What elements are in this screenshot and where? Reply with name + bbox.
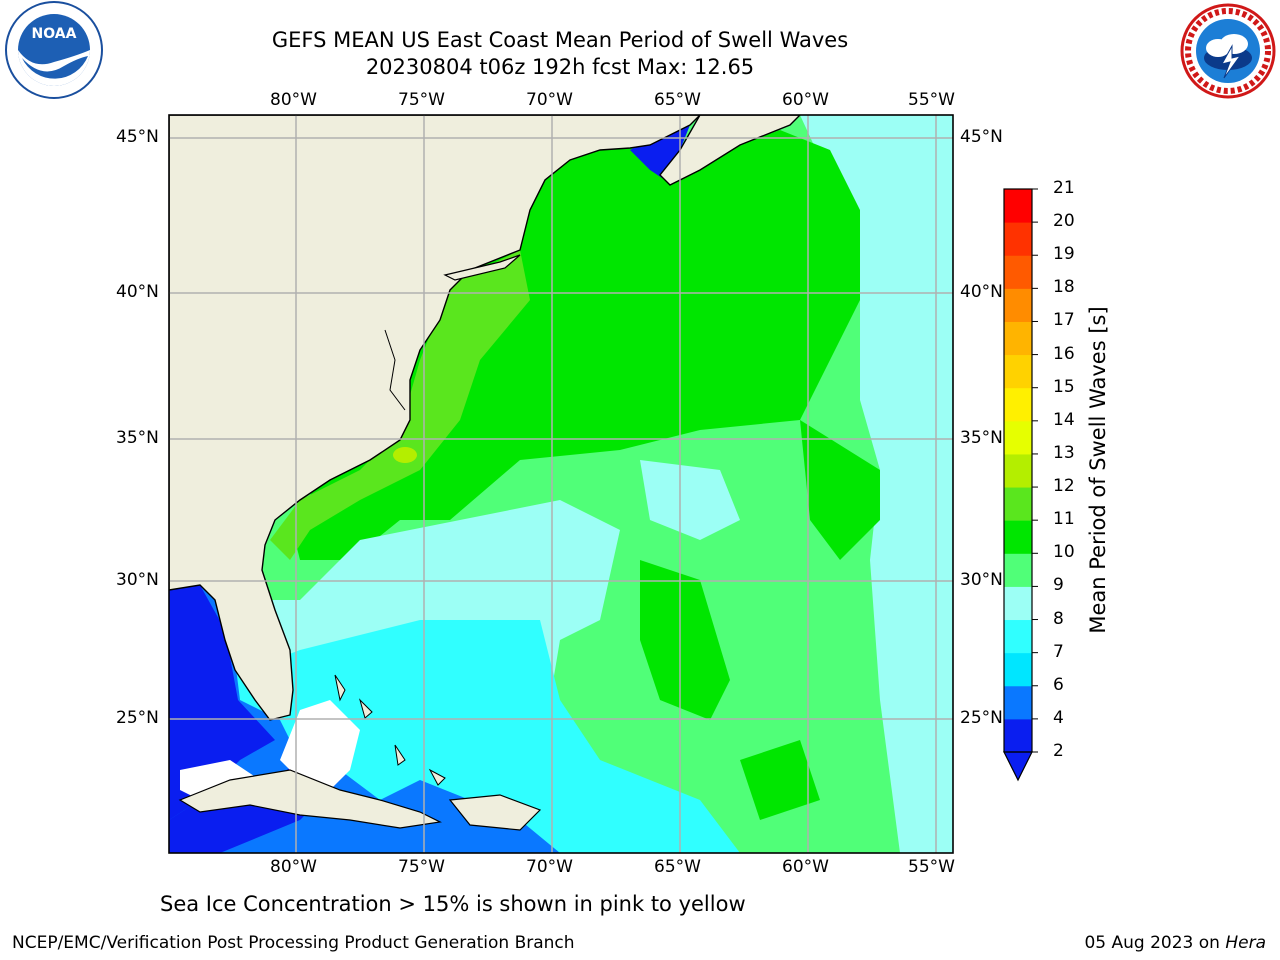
colorbar-tick-label: 8 <box>1053 608 1064 629</box>
colorbar-tick-label: 17 <box>1053 310 1075 331</box>
lon-label-top: 75°W <box>398 90 445 110</box>
colorbar-extend-arrow <box>1003 751 1033 782</box>
colorbar-segment <box>1004 586 1032 621</box>
colorbar-segment <box>1004 652 1032 687</box>
colorbar-segment <box>1004 553 1032 587</box>
colorbar-title: Mean Period of Swell Waves [s] <box>1086 306 1110 634</box>
colorbar-segment <box>1004 354 1032 389</box>
nws-logo <box>1180 3 1276 99</box>
colorbar-segment <box>1004 487 1032 521</box>
colorbar-tick-label: 18 <box>1053 277 1075 298</box>
lon-label-bottom: 55°W <box>908 857 955 877</box>
map-gridlines <box>169 115 953 853</box>
colorbar-segment <box>1004 619 1032 654</box>
lon-label-top: 65°W <box>654 90 701 110</box>
lat-label-left: 25°N <box>116 708 159 728</box>
colorbar-segment <box>1004 288 1032 322</box>
colorbar-tick-label: 13 <box>1053 442 1075 463</box>
colorbar-segment <box>1004 520 1032 554</box>
lat-label-left: 45°N <box>116 127 159 147</box>
map-border <box>168 114 954 854</box>
lon-label-top: 70°W <box>526 90 573 110</box>
noaa-logo-text: NOAA <box>32 26 77 42</box>
lat-label-right: 45°N <box>960 127 1003 147</box>
colorbar-tick-label: 9 <box>1053 575 1064 596</box>
colorbar-tick-label: 20 <box>1053 211 1075 232</box>
colorbar-tick-label: 11 <box>1053 509 1075 530</box>
lon-label-bottom: 80°W <box>270 857 317 877</box>
colorbar-segment <box>1004 222 1032 256</box>
chart-subtitle: 20230804 t06z 192h fcst Max: 12.65 <box>365 55 755 79</box>
lat-label-left: 30°N <box>116 570 159 590</box>
colorbar-segment <box>1004 255 1032 289</box>
colorbar-segment <box>1004 453 1032 488</box>
lon-label-bottom: 75°W <box>398 857 445 877</box>
map-field <box>169 115 953 853</box>
chart-title: GEFS MEAN US East Coast Mean Period of S… <box>271 28 849 52</box>
lat-label-right: 40°N <box>960 282 1003 302</box>
lat-label-right: 35°N <box>960 428 1003 448</box>
lat-label-left: 40°N <box>116 282 159 302</box>
colorbar-segment <box>1004 321 1032 356</box>
lon-label-bottom: 70°W <box>526 857 573 877</box>
noaa-logo: NOAA <box>5 1 103 99</box>
colorbar-segment <box>1004 420 1032 455</box>
lon-label-bottom: 65°W <box>654 857 701 877</box>
colorbar-tick-label: 10 <box>1053 542 1075 563</box>
lon-label-bottom: 60°W <box>782 857 829 877</box>
colorbar-tick-label: 16 <box>1053 343 1075 364</box>
lon-label-top: 60°W <box>782 90 829 110</box>
colorbar-segment <box>1004 387 1032 422</box>
colorbar-tick-label: 2 <box>1053 741 1064 761</box>
colorbar-tick-label: 12 <box>1053 476 1075 497</box>
colorbar-tick-label: 4 <box>1053 707 1064 728</box>
credit-date: 05 Aug 2023 on <box>1084 933 1226 953</box>
sea-ice-caption: Sea Ice Concentration > 15% is shown in … <box>160 892 746 916</box>
colorbar-segment <box>1004 189 1032 223</box>
credit-host: Hera <box>1225 933 1266 953</box>
credit-left: NCEP/EMC/Verification Post Processing Pr… <box>12 933 575 953</box>
colorbar-tick-label: 14 <box>1053 409 1075 430</box>
credit-right: 05 Aug 2023 on Hera <box>1084 933 1266 953</box>
colorbar <box>1003 188 1038 782</box>
colorbar-segment <box>1004 685 1032 720</box>
colorbar-tick-label: 6 <box>1053 674 1064 695</box>
lat-label-right: 25°N <box>960 708 1003 728</box>
lat-label-left: 35°N <box>116 428 159 448</box>
colorbar-segment <box>1004 718 1032 753</box>
lon-label-top: 80°W <box>270 90 317 110</box>
colorbar-tick-label: 19 <box>1053 244 1075 265</box>
colorbar-tick-label: 7 <box>1053 641 1064 662</box>
colorbar-tick-label: 21 <box>1053 178 1075 198</box>
colorbar-frame <box>1003 188 1033 753</box>
lat-label-right: 30°N <box>960 570 1003 590</box>
colorbar-tick-label: 15 <box>1053 376 1075 397</box>
lon-label-top: 55°W <box>908 90 955 110</box>
